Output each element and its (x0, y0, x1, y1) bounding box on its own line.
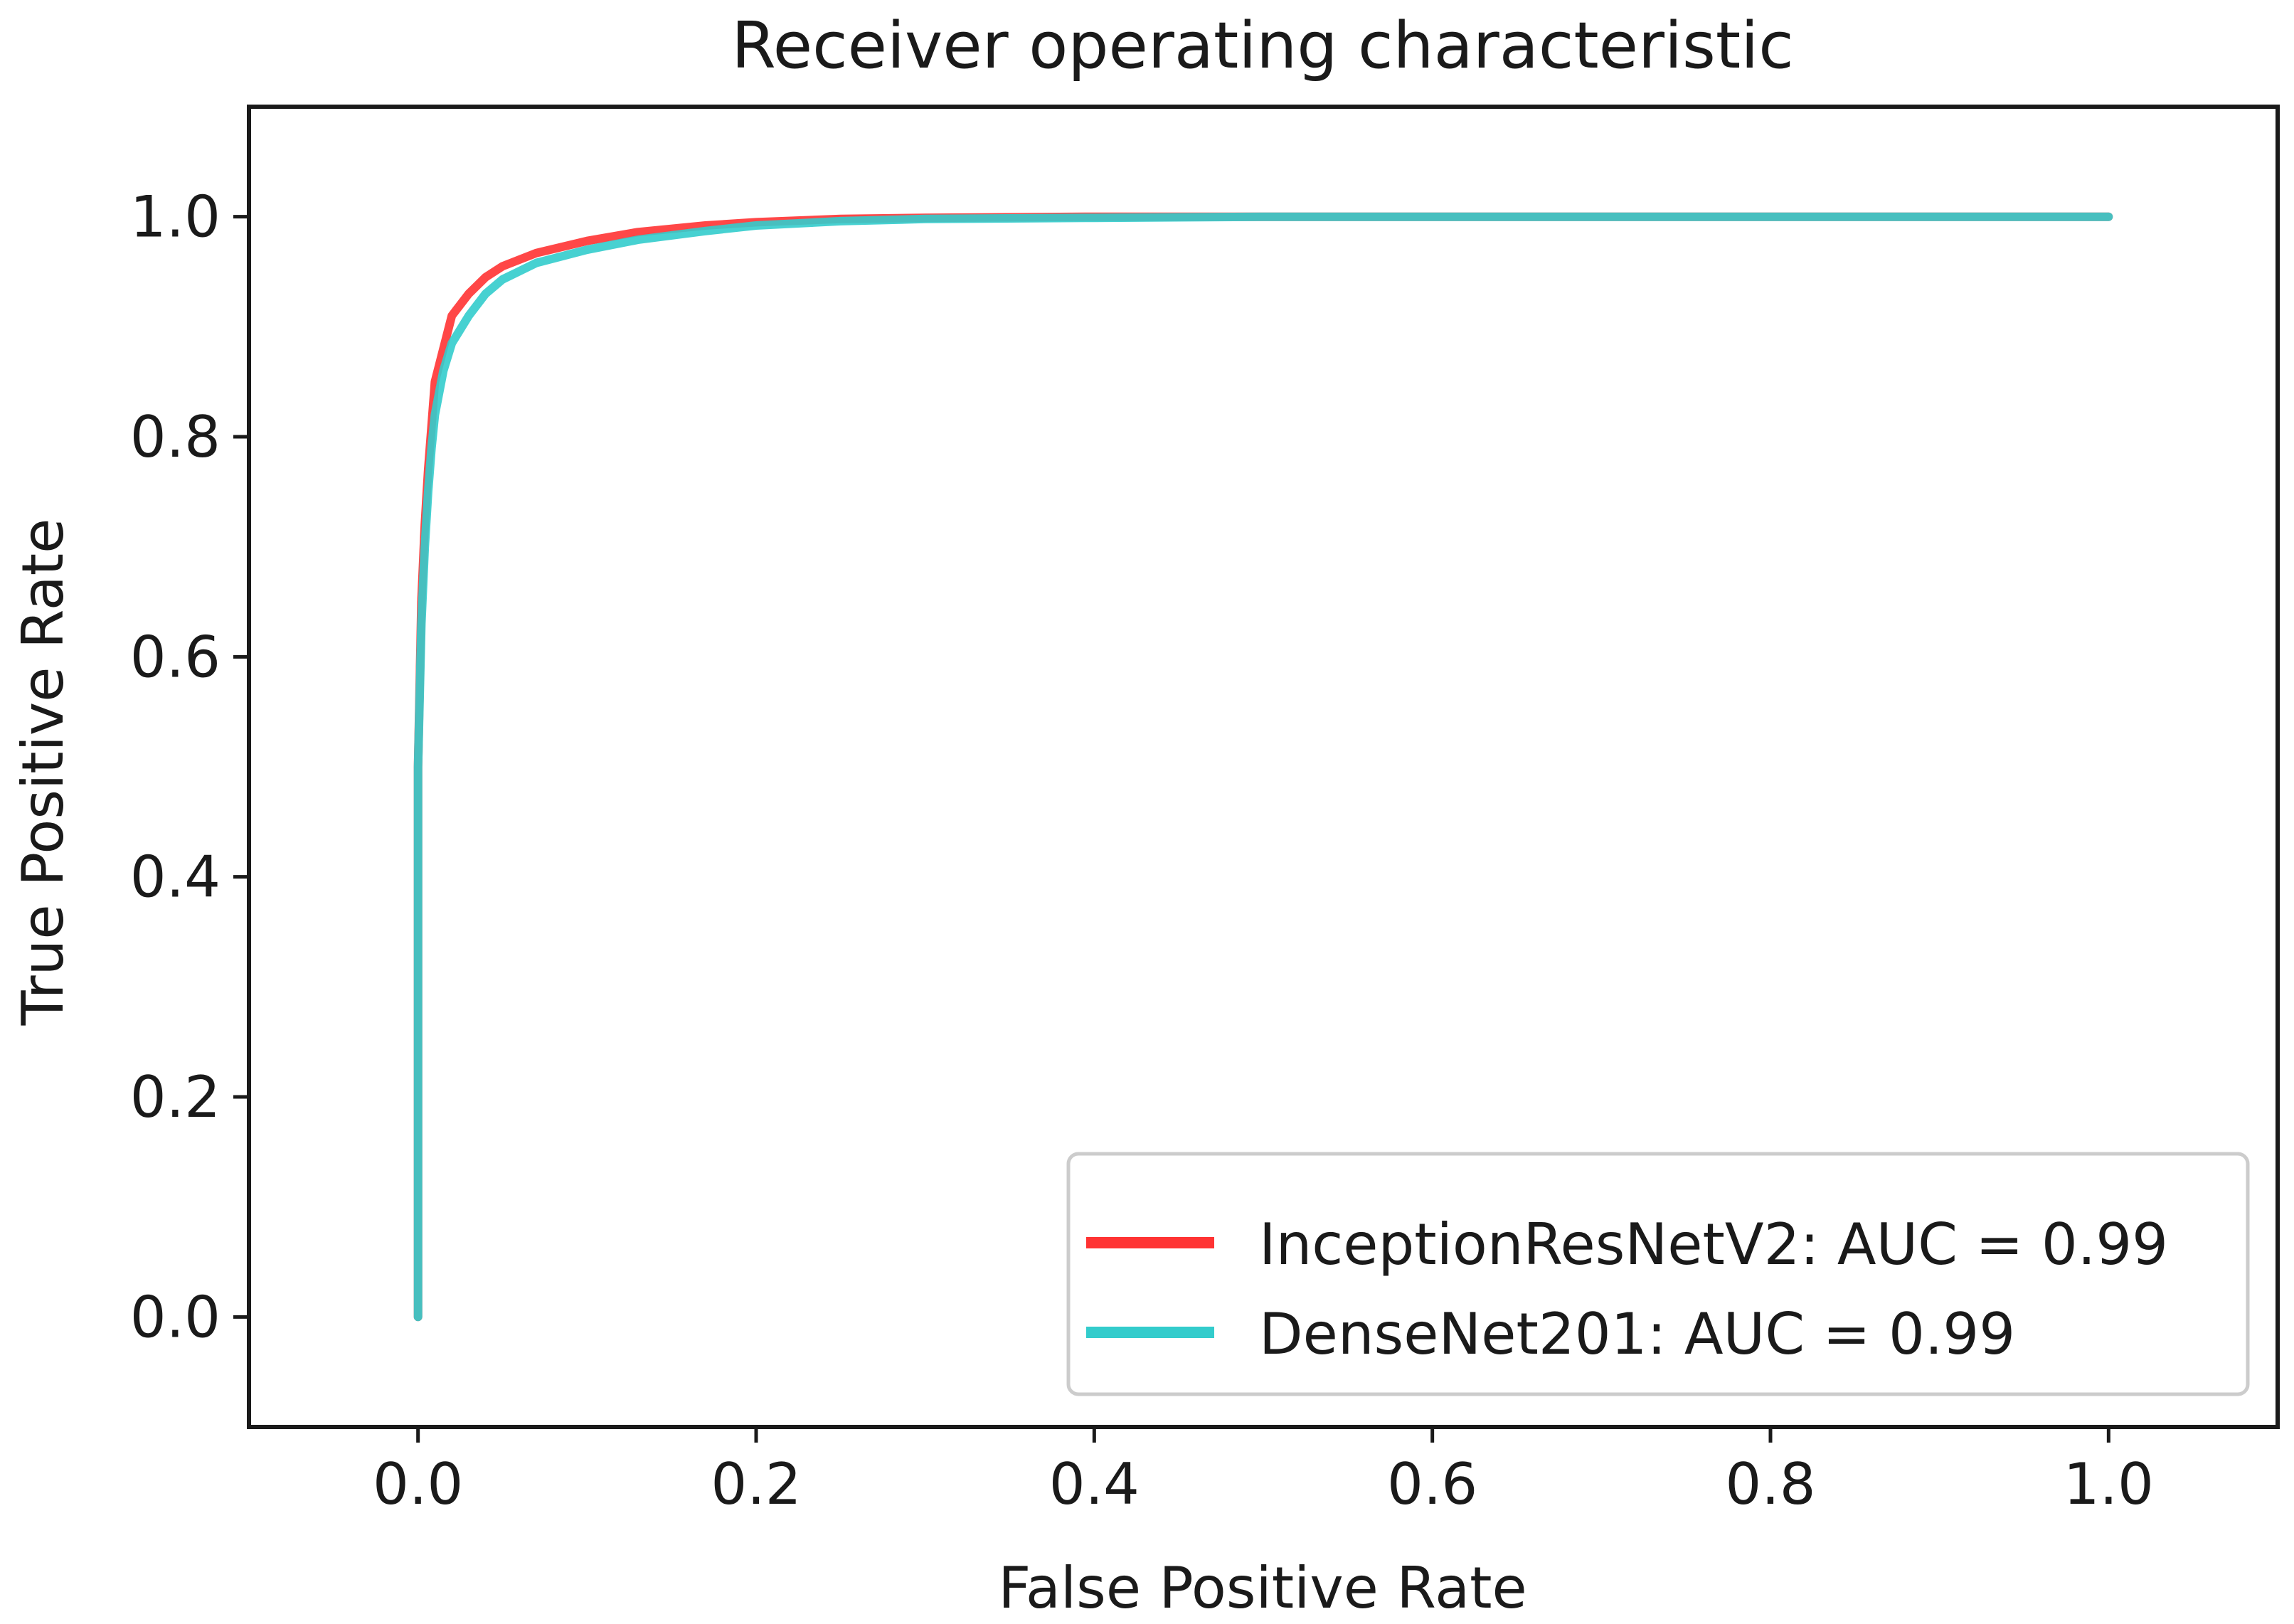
y-axis-ticks: 0.0 0.2 0.4 0.6 0.8 1.0 (130, 184, 249, 1350)
x-tick-label-3: 0.6 (1387, 1451, 1477, 1517)
y-tick-label-0: 0.0 (130, 1284, 221, 1350)
series-line-1 (413, 212, 2113, 1322)
legend-box (1066, 1152, 2250, 1396)
y-tick-label-1: 0.2 (130, 1064, 221, 1130)
x-axis-label: False Positive Rate (998, 1555, 1527, 1621)
x-tick-label-1: 0.2 (711, 1451, 801, 1517)
chart-title: Receiver operating characteristic (731, 9, 1793, 83)
x-axis-ticks: 0.0 0.2 0.4 0.6 0.8 1.0 (373, 1427, 2154, 1517)
plot-frame (247, 105, 2280, 1429)
y-tick-label-2: 0.4 (130, 844, 221, 911)
x-tick-label-5: 1.0 (2064, 1451, 2154, 1517)
plot-area (247, 105, 2280, 1429)
y-tick-label-5: 1.0 (130, 184, 221, 250)
y-axis-label: True Positive Rate (10, 519, 76, 1026)
legend: InceptionResNetV2: AUC = 0.99 DenseNet20… (1066, 1152, 2250, 1396)
y-tick-label-3: 0.6 (130, 624, 221, 690)
x-tick-label-2: 0.4 (1049, 1451, 1140, 1517)
x-tick-label-0: 0.0 (373, 1451, 463, 1517)
y-tick-label-4: 0.8 (130, 404, 221, 470)
legend-label-densenet: DenseNet201: AUC = 0.99 (1259, 1301, 2015, 1367)
legend-label-inception: InceptionResNetV2: AUC = 0.99 (1259, 1211, 2168, 1278)
x-tick-label-4: 0.8 (1725, 1451, 1815, 1517)
series-layer (413, 212, 2113, 1322)
